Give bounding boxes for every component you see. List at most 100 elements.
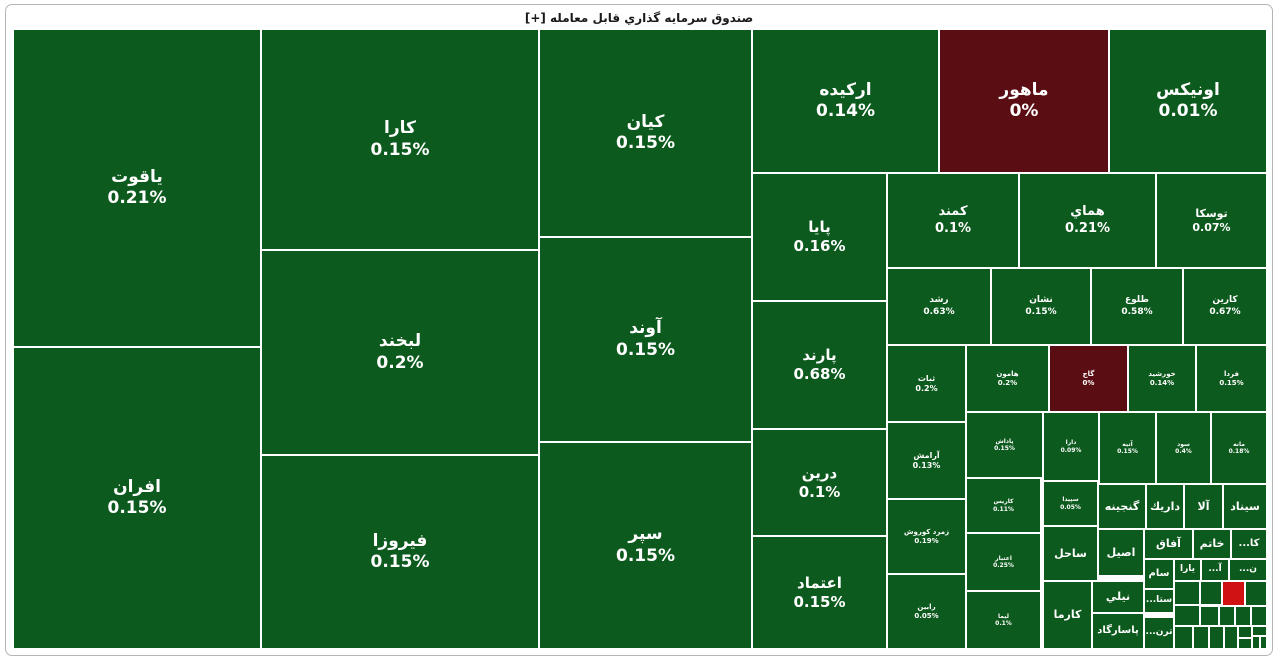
treemap-cell-small-57[interactable] (1175, 582, 1199, 604)
treemap-cell-27[interactable]: آرامش 0.13% (888, 423, 965, 498)
treemap-cell-small-62[interactable] (1201, 607, 1218, 625)
treemap-cell-40[interactable]: داريك (1147, 485, 1183, 528)
treemap-cell-36[interactable]: سود 0.4% (1157, 413, 1210, 483)
treemap-cell-39[interactable]: گنجينه (1099, 485, 1145, 528)
treemap-cell-small-67[interactable] (1194, 627, 1208, 648)
fund-name-label: زمرد كوروش (903, 527, 950, 536)
treemap-cell-29[interactable]: رابين 0.05% (888, 575, 965, 648)
treemap-cell-small-63[interactable] (1220, 607, 1234, 625)
fund-name-label: يارا (1179, 564, 1196, 575)
fund-name-label: داريك (1149, 499, 1181, 513)
treemap-cell-50[interactable]: آ... (1202, 560, 1228, 580)
treemap-cell-7[interactable]: سپر 0.15% (540, 443, 751, 648)
treemap-cell-54[interactable]: پاسارگاد (1093, 614, 1143, 648)
treemap-cell-19[interactable]: نشان 0.15% (992, 269, 1090, 344)
treemap-cell-16[interactable]: هماي 0.21% (1020, 174, 1155, 267)
fund-name-label: اعتبار (995, 554, 1012, 562)
treemap-cell-13[interactable]: درين 0.1% (753, 430, 886, 535)
treemap-cell-21[interactable]: كارين 0.67% (1184, 269, 1266, 344)
sector-title[interactable]: صندوق سرمايه گذاري قابل معامله [+] (524, 10, 754, 25)
treemap-cell-31[interactable]: كاريس 0.11% (967, 479, 1040, 532)
treemap-cell-20[interactable]: طلوع 0.58% (1092, 269, 1182, 344)
treemap-cell-44[interactable]: اصيل (1099, 530, 1143, 575)
treemap-cell-small-71[interactable] (1239, 639, 1251, 648)
fund-name-label: پايا (808, 218, 831, 237)
treemap-cell-23[interactable]: هامون 0.2% (967, 346, 1048, 411)
treemap-cell-1[interactable]: افران 0.15% (14, 348, 260, 648)
treemap-cell-4[interactable]: فيروزا 0.15% (262, 456, 538, 648)
fund-change-value: 0.15% (793, 592, 846, 611)
treemap-cell-47[interactable]: كا... (1232, 530, 1266, 558)
treemap-cell-18[interactable]: رشد 0.63% (888, 269, 990, 344)
treemap-cell-56[interactable]: ترن... (1145, 618, 1173, 648)
treemap-cell-12[interactable]: پارند 0.68% (753, 302, 886, 428)
fund-name-label: كاريس (993, 498, 1014, 505)
treemap-cell-small-73[interactable] (1253, 637, 1259, 648)
treemap-cell-2[interactable]: كارا 0.15% (262, 30, 538, 249)
fund-change-value: 0.2% (376, 352, 424, 373)
treemap-cell-small-68[interactable] (1210, 627, 1223, 648)
fund-name-label: ن... (1239, 564, 1257, 575)
treemap-cell-small-66[interactable] (1175, 627, 1192, 648)
treemap-cell-26[interactable]: فردا 0.15% (1197, 346, 1266, 411)
fund-change-value: 0.15% (107, 498, 167, 518)
treemap-cell-30[interactable]: پاداش 0.15% (967, 413, 1042, 477)
fund-name-label: پارند (802, 346, 837, 365)
fund-name-label: آتيه (1122, 440, 1133, 448)
treemap-cell-small-64[interactable] (1236, 607, 1250, 625)
treemap-cell-11[interactable]: پايا 0.16% (753, 174, 886, 300)
treemap-cell-52[interactable]: كارما (1044, 582, 1091, 648)
treemap-cell-42[interactable]: سيناد (1224, 485, 1266, 528)
treemap-cell-45[interactable]: آفاق (1145, 530, 1192, 558)
fund-name-label: ساحل (1054, 546, 1087, 560)
treemap-cell-small-61[interactable] (1175, 606, 1199, 625)
treemap-cell-37[interactable]: مانه 0.18% (1212, 413, 1266, 483)
treemap-cell-15[interactable]: كمند 0.1% (888, 174, 1018, 267)
fund-name-label: آرامش (913, 450, 940, 460)
treemap-cell-9[interactable]: ماهور 0% (940, 30, 1108, 172)
treemap-cell-53[interactable]: نيلي (1093, 582, 1143, 612)
treemap-cell-small-65[interactable] (1252, 607, 1266, 625)
treemap-cell-51[interactable]: ن... (1230, 560, 1266, 580)
treemap-cell-48[interactable]: سام (1145, 560, 1173, 588)
treemap-cell-49[interactable]: يارا (1175, 560, 1200, 580)
fund-change-value: 0.14% (1149, 378, 1175, 387)
treemap-cell-28[interactable]: زمرد كوروش 0.19% (888, 500, 965, 573)
treemap-cell-24[interactable]: گاج 0% (1050, 346, 1127, 411)
fund-name-label: پاسارگاد (1097, 624, 1139, 636)
treemap-cell-46[interactable]: خاتم (1194, 530, 1230, 558)
fund-name-label: كيان (626, 111, 665, 132)
treemap-cell-8[interactable]: اركيده 0.14% (753, 30, 938, 172)
treemap-cell-38[interactable]: سپيدا 0.05% (1044, 482, 1097, 525)
treemap-cell-3[interactable]: لبخند 0.2% (262, 251, 538, 454)
treemap-cell-5[interactable]: كيان 0.15% (540, 30, 751, 236)
treemap-cell-34[interactable]: دارا 0.09% (1044, 413, 1098, 480)
fund-change-value: 0.15% (616, 133, 675, 153)
fund-change-value: 0.1% (995, 620, 1012, 627)
treemap-cell-33[interactable]: ليما 0.1% (967, 592, 1040, 648)
fund-name-label: سپيدا (1062, 496, 1079, 503)
treemap-cell-small-72[interactable] (1253, 627, 1266, 635)
treemap-cell-small-58[interactable] (1201, 582, 1221, 604)
treemap-cell-25[interactable]: خورشيد 0.14% (1129, 346, 1195, 411)
treemap-cell-17[interactable]: توسكا 0.07% (1157, 174, 1266, 267)
fund-change-value: 0% (1009, 101, 1039, 121)
treemap-cell-35[interactable]: آتيه 0.15% (1100, 413, 1155, 483)
treemap-cell-small-70[interactable] (1239, 627, 1251, 637)
market-map-window: صندوق سرمايه گذاري قابل معامله [+] ياقوت… (5, 4, 1273, 656)
treemap-cell-41[interactable]: آلا (1185, 485, 1222, 528)
fund-change-value: 0.14% (816, 101, 875, 121)
treemap-cell-10[interactable]: اونيكس 0.01% (1110, 30, 1266, 172)
treemap-cell-55[interactable]: ستا... (1145, 590, 1173, 612)
fund-change-value: 0.58% (1121, 306, 1153, 317)
treemap-cell-small-60[interactable] (1246, 582, 1266, 605)
treemap-cell-small-59[interactable] (1223, 582, 1244, 605)
treemap-cell-6[interactable]: آوند 0.15% (540, 238, 751, 441)
treemap-cell-43[interactable]: ساحل (1044, 527, 1097, 580)
treemap-cell-small-74[interactable] (1261, 637, 1266, 648)
treemap-cell-0[interactable]: ياقوت 0.21% (14, 30, 260, 346)
treemap-cell-22[interactable]: ثبات 0.2% (888, 346, 965, 421)
treemap-cell-14[interactable]: اعتماد 0.15% (753, 537, 886, 648)
treemap-cell-small-69[interactable] (1225, 627, 1237, 648)
treemap-cell-32[interactable]: اعتبار 0.25% (967, 534, 1040, 590)
